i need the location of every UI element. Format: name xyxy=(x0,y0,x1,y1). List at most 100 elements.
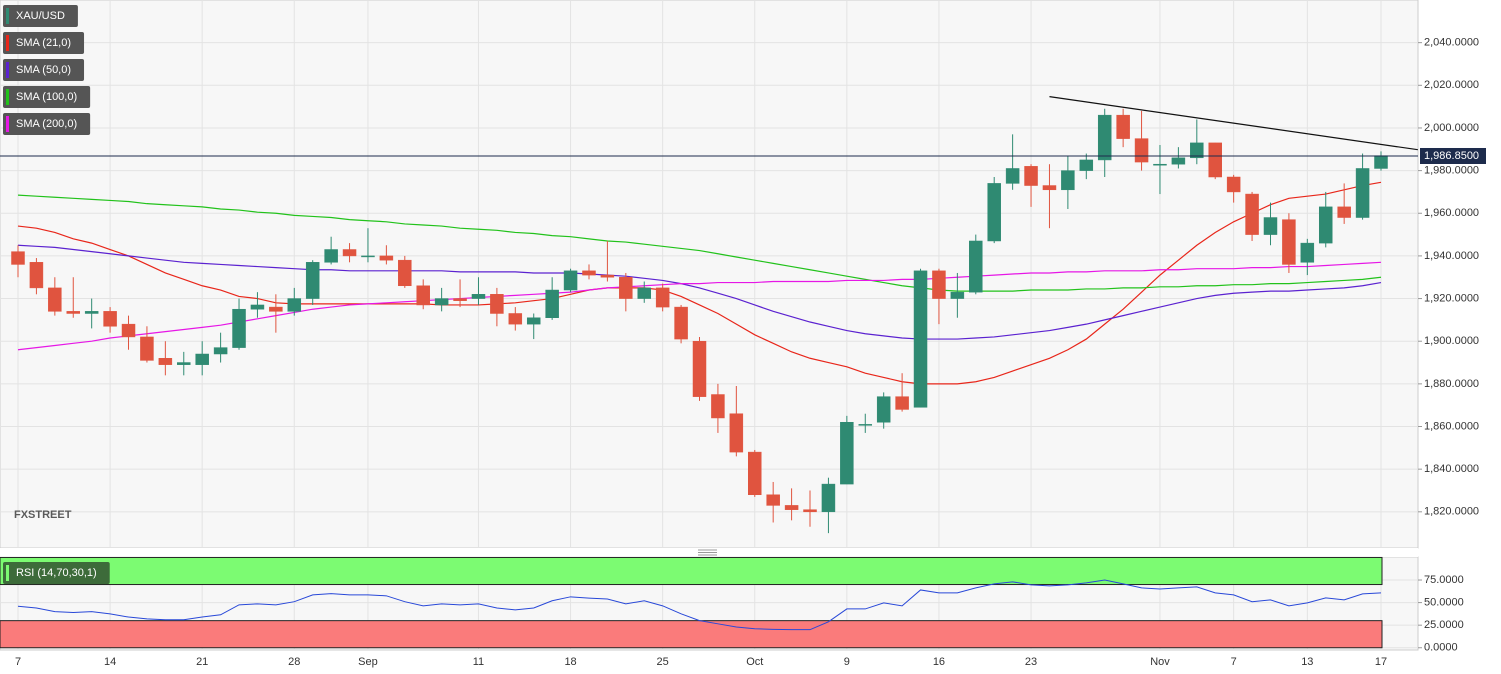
candle-body xyxy=(637,287,651,299)
x-tick-label: 11 xyxy=(473,656,484,668)
last-price-box xyxy=(1420,147,1486,164)
candle-body xyxy=(913,270,928,408)
candle-body xyxy=(11,251,25,265)
legend-item: SMA (21,0) xyxy=(3,32,85,54)
y-tick-label: 1,880.0000 xyxy=(1424,378,1479,390)
candle-body xyxy=(766,494,780,506)
candle-body xyxy=(453,298,467,301)
x-tick-label: 17 xyxy=(1375,656,1387,668)
candle-body xyxy=(398,259,412,287)
legend-box xyxy=(3,562,110,584)
candle-body xyxy=(269,306,283,312)
price-panel xyxy=(0,0,1419,549)
sma-line xyxy=(17,194,1382,292)
candle-body xyxy=(729,413,744,453)
x-tick-label: 21 xyxy=(196,656,208,668)
legend-item: SMA (50,0) xyxy=(3,59,85,81)
y-tick-label: 75.0000 xyxy=(1424,574,1464,586)
candle-body xyxy=(858,424,873,426)
candle-body xyxy=(1337,206,1351,218)
legend-item: RSI (14,70,30,1) xyxy=(3,562,110,584)
candle-body xyxy=(895,396,909,410)
y-tick-label: 2,000.0000 xyxy=(1424,122,1479,134)
x-tick-label: Oct xyxy=(746,656,763,668)
candle-body xyxy=(1318,206,1333,244)
candle-body xyxy=(471,294,486,299)
candle-body xyxy=(526,317,541,325)
candle-body xyxy=(1134,138,1149,163)
x-tick-label: 18 xyxy=(564,656,576,668)
candle-body xyxy=(416,285,430,306)
candle-body xyxy=(932,270,946,299)
candle-body xyxy=(177,362,191,365)
legend-swatch xyxy=(6,62,9,78)
candle-body xyxy=(1097,114,1112,161)
y-tick-label: 25.0000 xyxy=(1424,619,1464,631)
candle-body xyxy=(121,323,136,338)
legend-swatch xyxy=(6,8,9,24)
candle-body xyxy=(250,304,265,310)
candle-body xyxy=(1355,168,1370,218)
x-tick-label: 13 xyxy=(1301,656,1313,668)
candle-body xyxy=(103,311,117,327)
candle-body xyxy=(969,240,983,293)
legend-label: SMA (200,0) xyxy=(16,118,77,130)
y-tick-label: 2,020.0000 xyxy=(1424,79,1479,91)
trendline xyxy=(1049,96,1418,151)
legend-label: RSI (14,70,30,1) xyxy=(16,567,97,579)
candle-body xyxy=(1005,168,1020,184)
legend-item: SMA (100,0) xyxy=(3,86,91,108)
candle-body xyxy=(508,313,523,325)
candle-body xyxy=(840,421,854,485)
candle-body xyxy=(619,276,633,299)
x-tick-label: Sep xyxy=(358,656,378,668)
candle-body xyxy=(1079,159,1094,171)
candle-body xyxy=(1042,185,1057,191)
candle-body xyxy=(748,451,762,496)
legend-box xyxy=(3,59,85,81)
candle-body xyxy=(1374,155,1388,169)
candle-body xyxy=(655,287,670,308)
candle-body xyxy=(379,255,394,261)
y-tick-label: 1,840.0000 xyxy=(1424,463,1479,475)
candle-body xyxy=(342,249,357,257)
y-tick-label: 1,940.0000 xyxy=(1424,250,1479,262)
candle-body xyxy=(48,287,62,312)
last-price-label: 1,986.8500 xyxy=(1424,150,1479,162)
candle-body xyxy=(1171,157,1186,165)
candle-body xyxy=(784,505,799,510)
legend-label: XAU/USD xyxy=(16,10,65,22)
candle-body xyxy=(1061,170,1075,191)
legend-label: SMA (50,0) xyxy=(16,64,71,76)
y-tick-label: 2,040.0000 xyxy=(1424,37,1479,49)
candle-body xyxy=(1282,219,1296,265)
x-tick-label: 25 xyxy=(657,656,669,668)
legend-swatch xyxy=(6,89,9,105)
x-tick-label: 7 xyxy=(15,656,21,668)
candle-body xyxy=(674,306,688,340)
x-tick-label: 9 xyxy=(844,656,850,668)
candle-body xyxy=(1116,114,1130,139)
y-tick-label: 1,920.0000 xyxy=(1424,292,1479,304)
legend-box xyxy=(3,5,78,27)
candle-body xyxy=(434,298,449,306)
candle-body xyxy=(803,509,817,513)
candle-body xyxy=(950,291,965,299)
candle-body xyxy=(563,270,578,291)
candle-body xyxy=(29,262,44,289)
candle-body xyxy=(1245,193,1259,235)
rsi-band xyxy=(0,556,1383,586)
candle-body xyxy=(1226,176,1241,193)
candle-body xyxy=(821,483,836,513)
candle-body xyxy=(213,347,228,355)
candle-body xyxy=(490,294,504,314)
candle-body xyxy=(1300,242,1315,263)
legend-swatch xyxy=(6,565,9,581)
x-tick-label: 23 xyxy=(1025,656,1037,668)
rsi-band xyxy=(0,620,1383,649)
candle-body xyxy=(195,353,209,365)
candle-body xyxy=(287,298,302,312)
candle-body xyxy=(1208,142,1222,178)
y-tick-label: 0.0000 xyxy=(1424,642,1458,654)
